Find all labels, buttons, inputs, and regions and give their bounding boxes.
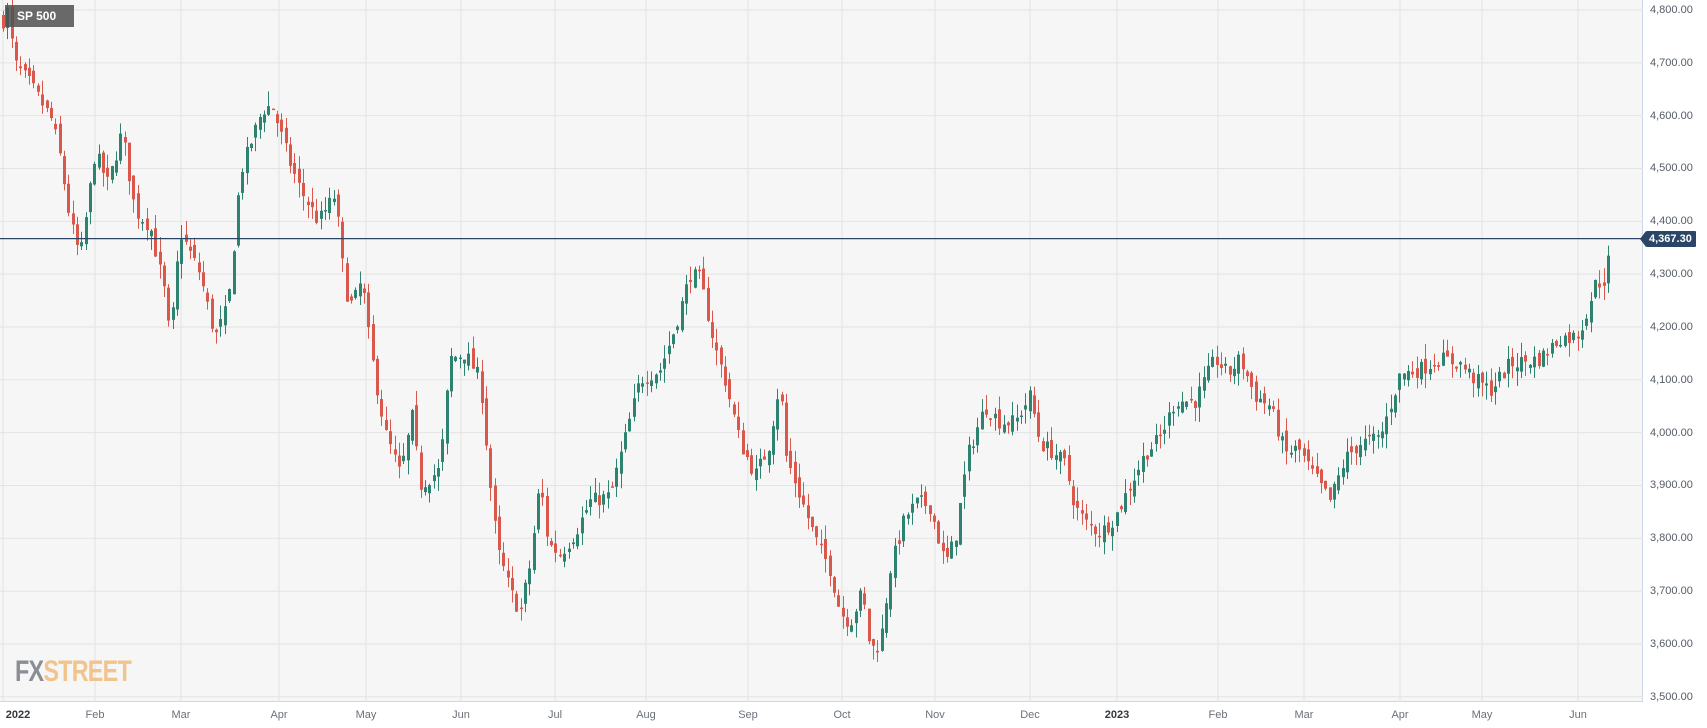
plot-area[interactable] <box>0 0 1643 702</box>
logo-street: STREET <box>43 655 131 688</box>
y-tick-label: 3,600.00 <box>1650 637 1693 650</box>
y-tick-label: 4,800.00 <box>1650 4 1693 16</box>
plot-svg <box>0 0 1643 702</box>
x-tick-label: Feb <box>1208 709 1228 721</box>
y-tick-label: 4,700.00 <box>1650 56 1693 69</box>
x-tick-label: Mar <box>171 709 191 721</box>
x-tick-label: Aug <box>636 709 656 721</box>
y-tick-label: 4,200.00 <box>1650 320 1693 333</box>
x-tick-label: Jun <box>452 709 470 721</box>
x-tick-label: 2023 <box>1104 709 1130 721</box>
x-tick-label: Nov <box>925 709 945 721</box>
y-tick-label: 3,900.00 <box>1650 479 1693 492</box>
current-price-tag: 4,367.30 <box>1640 230 1696 247</box>
y-tick-label: 3,500.00 <box>1650 690 1693 703</box>
y-tick-label: 3,700.00 <box>1650 585 1693 598</box>
x-tick-label: May <box>355 709 377 721</box>
y-tick-label: 4,600.00 <box>1650 109 1693 122</box>
x-tick-label: Apr <box>1391 709 1409 721</box>
y-tick-label: 4,500.00 <box>1650 162 1693 175</box>
x-tick-label: Jun <box>1569 709 1587 721</box>
instrument-badge: SP 500 <box>5 5 75 27</box>
y-tick-label: 4,300.00 <box>1650 268 1693 281</box>
y-tick-label: 4,400.00 <box>1650 215 1693 228</box>
candles <box>2 0 1610 663</box>
x-tick-label: Apr <box>270 709 288 721</box>
x-tick-label: Sep <box>738 709 758 721</box>
y-tick-label: 3,800.00 <box>1650 532 1693 545</box>
x-tick-label: Feb <box>85 709 105 721</box>
logo-fx: FX <box>15 655 44 688</box>
x-tick-label: Mar <box>1294 709 1314 721</box>
x-tick-label: Dec <box>1020 709 1040 721</box>
x-tick-label: Jul <box>547 709 563 721</box>
fxstreet-logo: FXSTREET <box>15 655 132 689</box>
x-tick-label: 2022 <box>5 709 31 721</box>
x-tick-label: May <box>1471 709 1493 721</box>
y-tick-label: 4,000.00 <box>1650 426 1693 439</box>
x-tick-label: Oct <box>833 709 851 721</box>
y-tick-label: 4,100.00 <box>1650 373 1693 386</box>
